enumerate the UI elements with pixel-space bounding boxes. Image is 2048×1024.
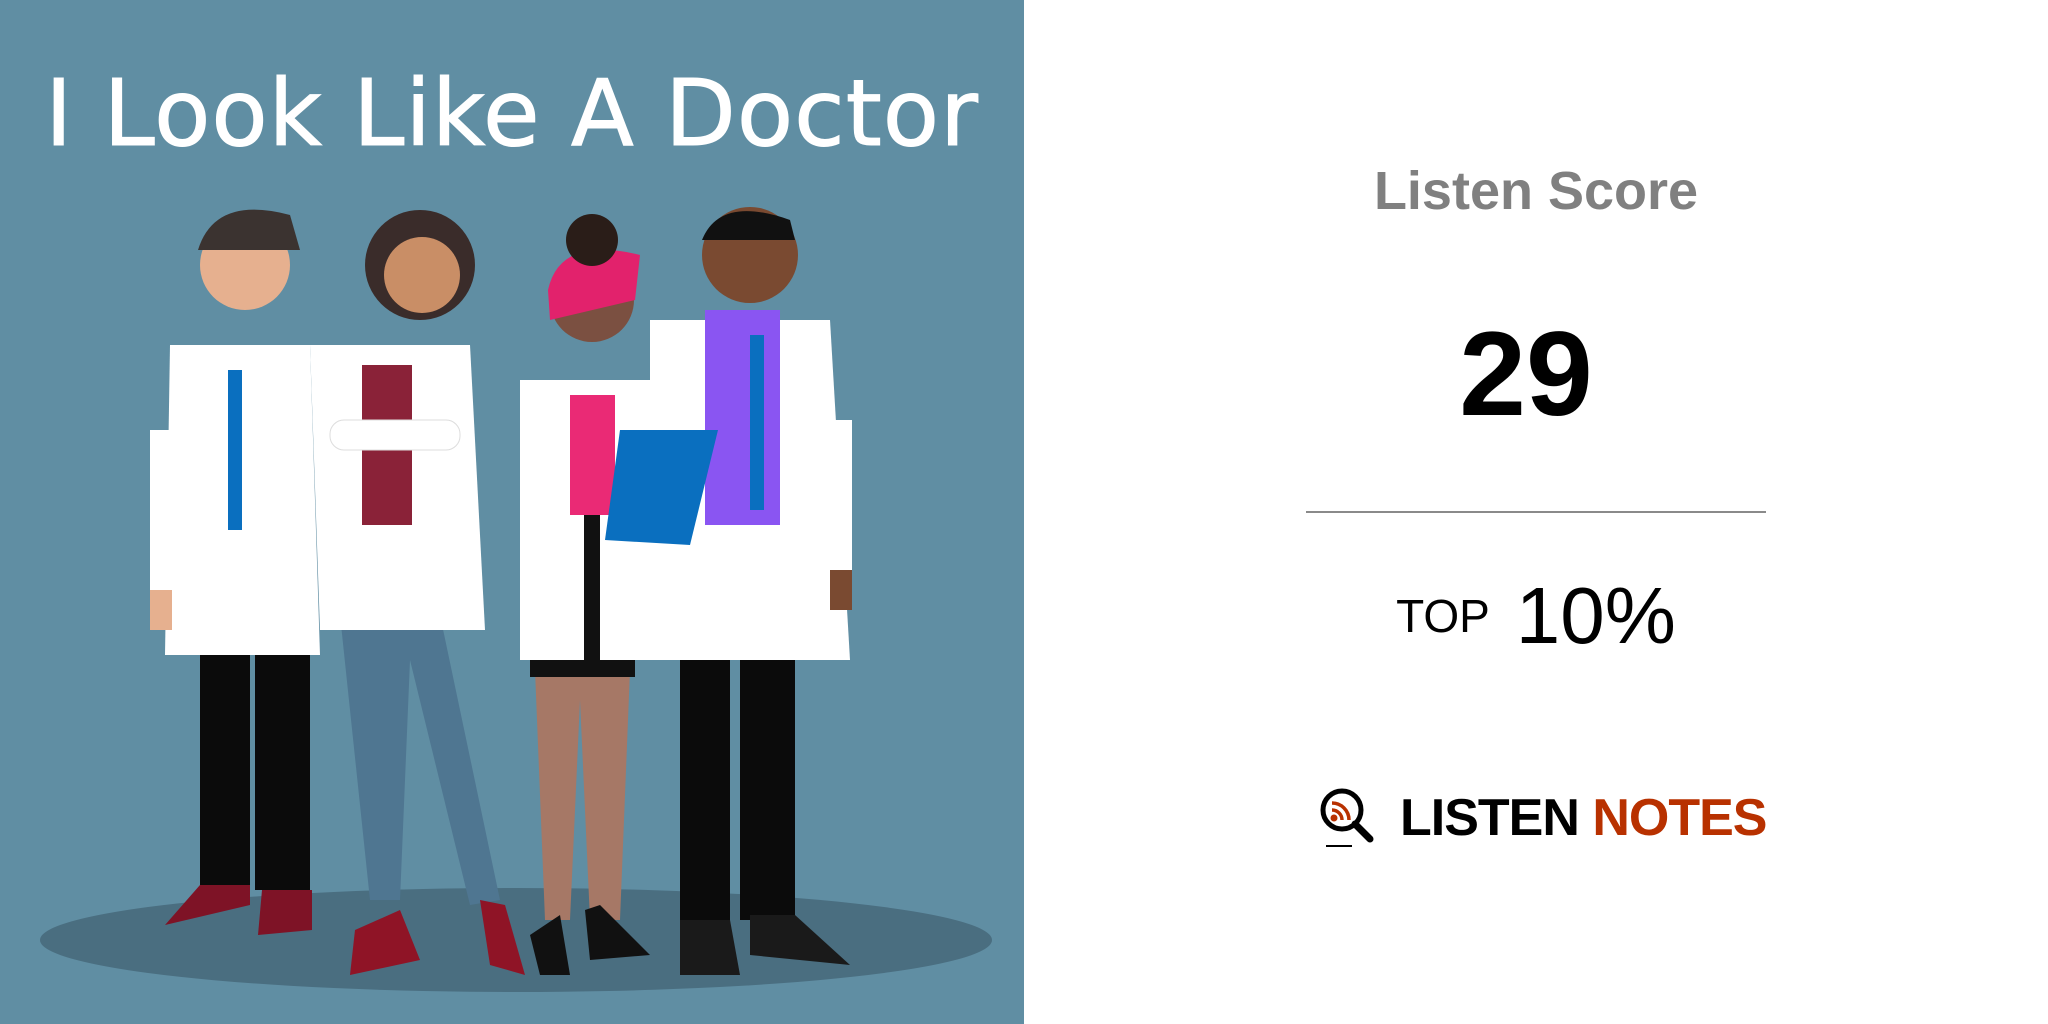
logo-word-listen: LISTEN [1400, 789, 1580, 847]
logo-wordmark: LISTEN NOTES [1400, 788, 1768, 848]
logo-word-notes: NOTES [1592, 789, 1767, 847]
podcast-cover-art: I Look Like A Doctor [0, 0, 1024, 1024]
doctor-figure [520, 214, 718, 975]
magnifier-rss-icon [1320, 788, 1374, 847]
doctors-illustration [40, 207, 992, 992]
listen-score-value: 29 [1459, 307, 1593, 441]
listen-score-label: Listen Score [1373, 161, 1699, 221]
cover-title: I Look Like A Doctor [45, 60, 979, 168]
divider [1306, 511, 1766, 513]
rank-prefix: TOP [1396, 590, 1490, 642]
doctor-figure [310, 210, 525, 975]
rank-value: 10% [1515, 571, 1676, 660]
listen-notes-logo: LISTEN NOTES [1318, 786, 1768, 850]
doctor-figure [650, 207, 852, 975]
rank-percentile: TOP 10% [1306, 570, 1766, 662]
doctor-figure [150, 209, 320, 935]
